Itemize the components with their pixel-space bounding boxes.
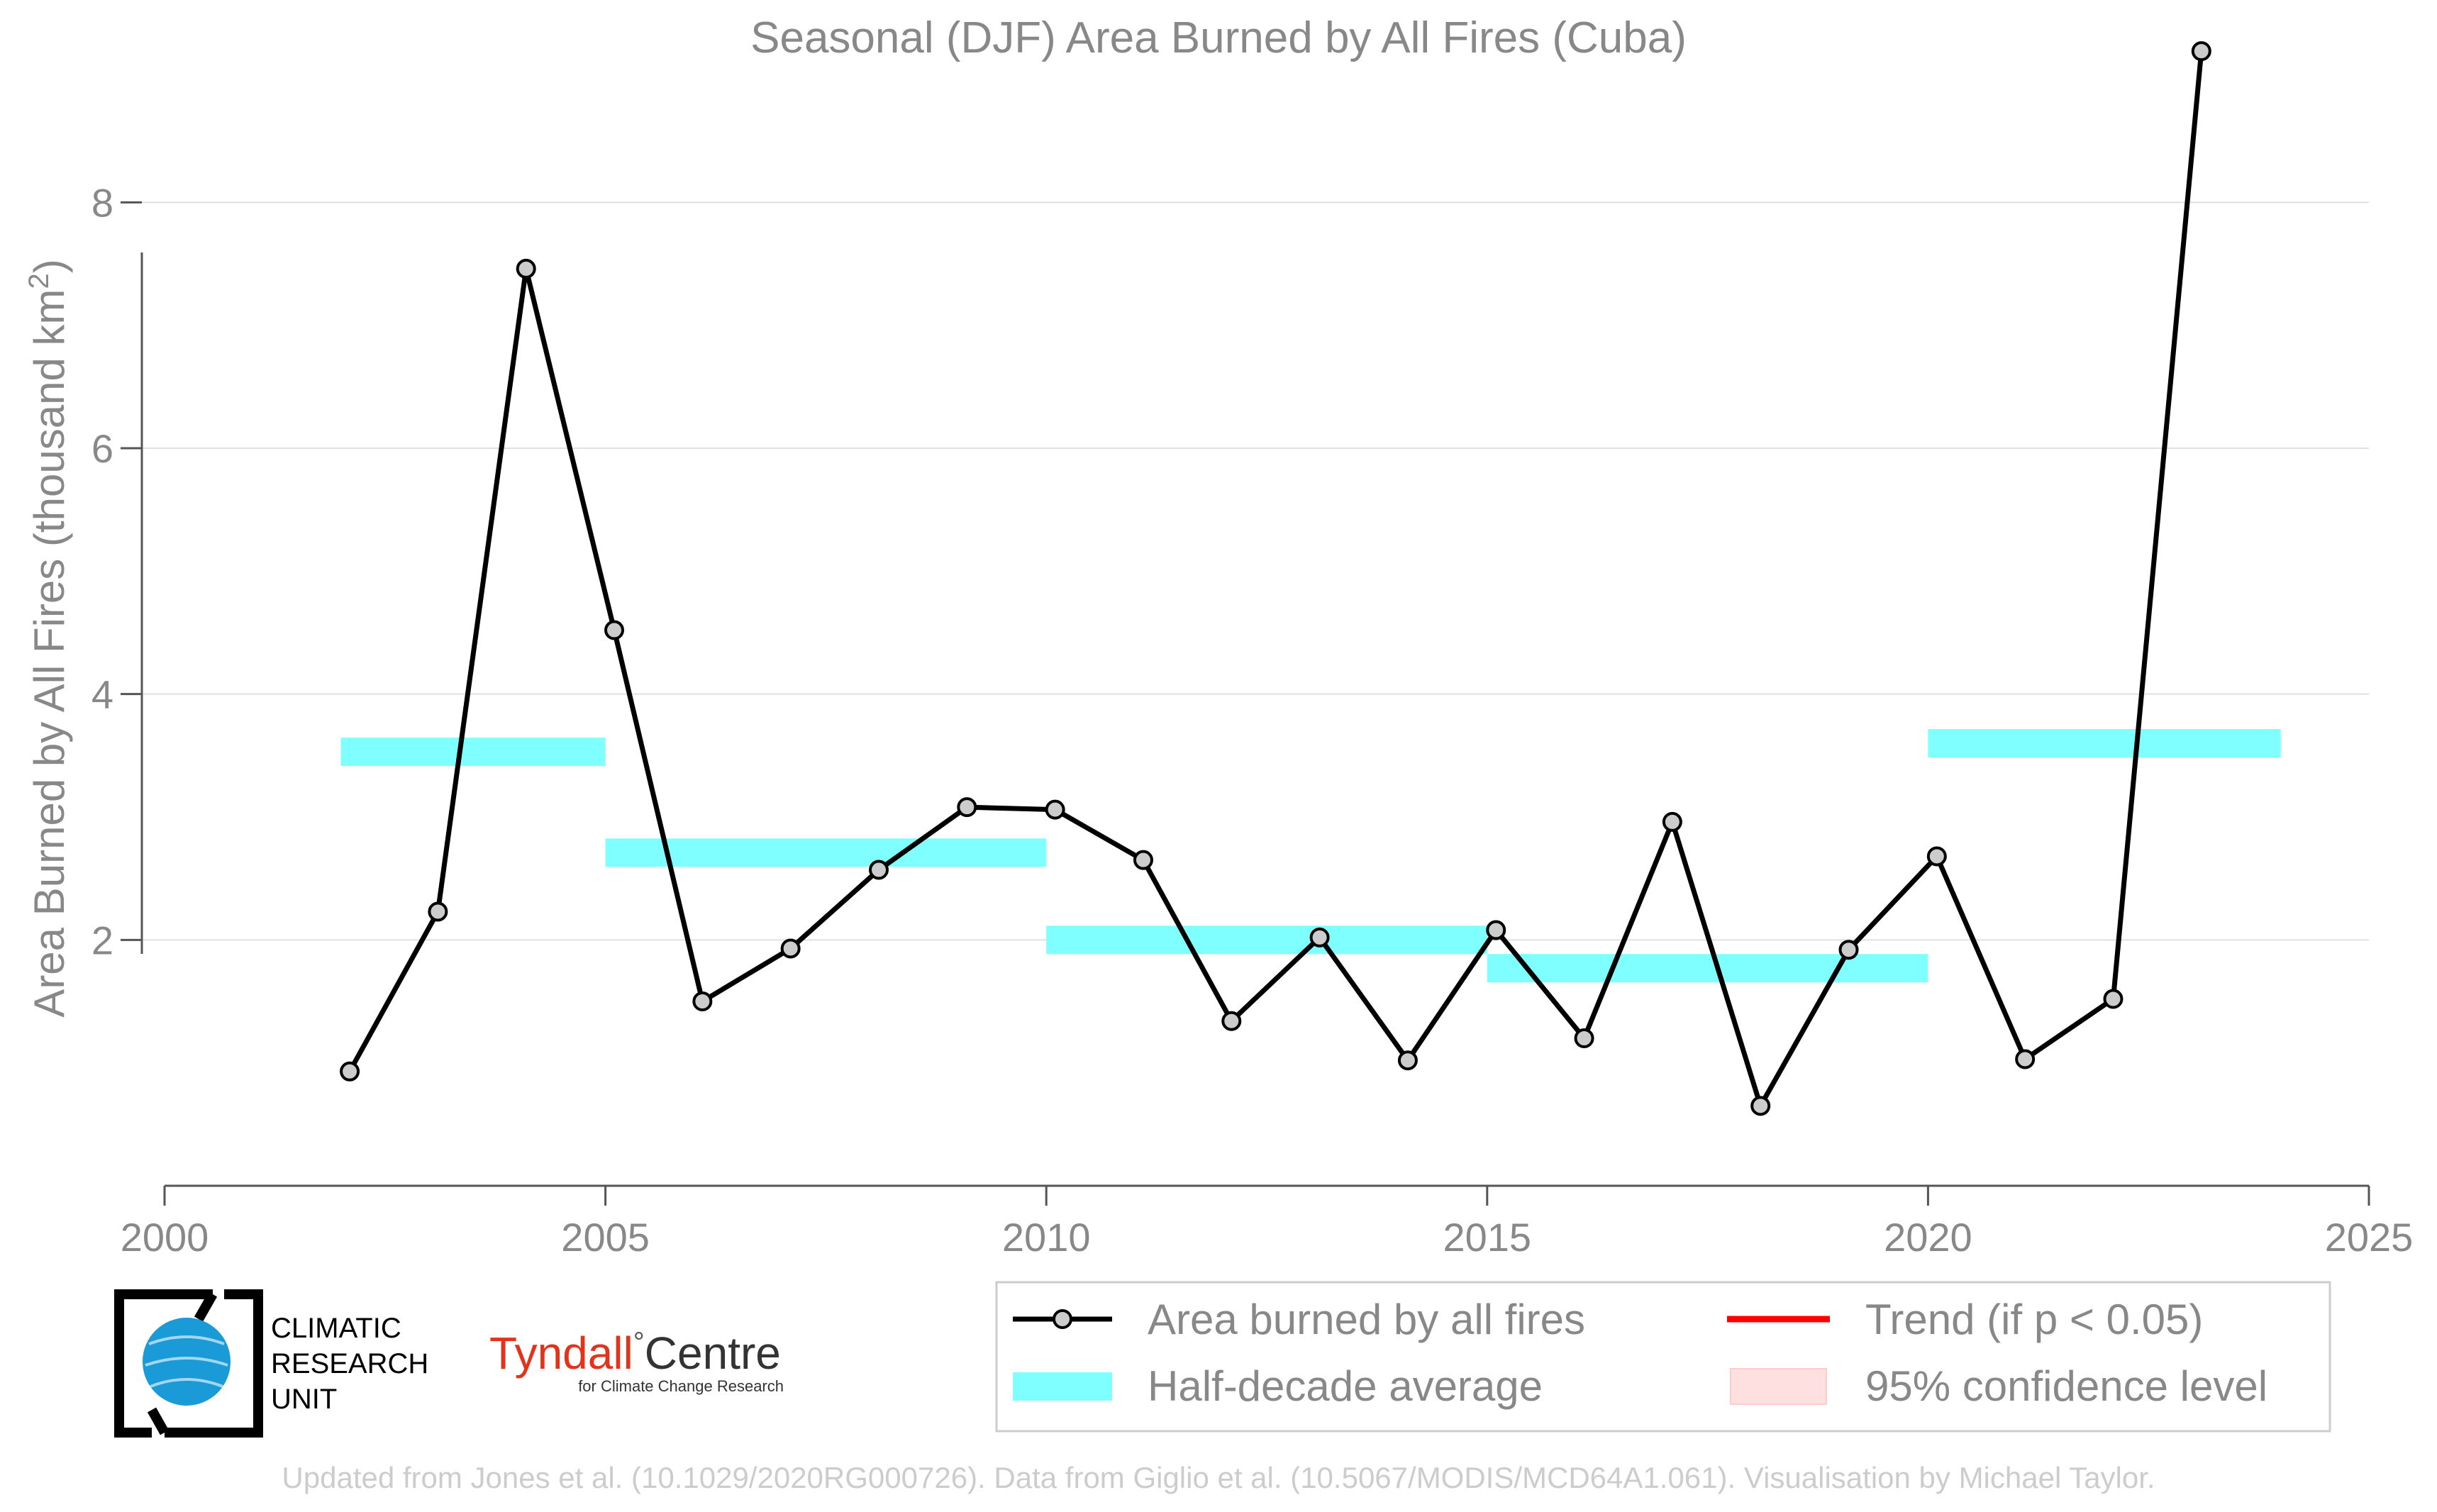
- data-point: [1397, 1050, 1418, 1071]
- y-tick-labels: 2 4 6 8: [91, 180, 113, 962]
- legend-confidence-swatch: [1730, 1368, 1827, 1405]
- legend-label-trend: Trend (if p < 0.05): [1865, 1296, 2203, 1343]
- y-axis-label: Area Burned by All Fires (thousand km2): [23, 259, 73, 1017]
- legend-item-half-decade: Half-decade average: [1013, 1362, 1543, 1410]
- data-point: [1133, 850, 1153, 870]
- tyndall-centre-word: Centre: [645, 1328, 781, 1379]
- data-point: [1574, 1028, 1594, 1048]
- half-decade-bands: [340, 729, 2281, 983]
- x-tick-label: 2020: [1884, 1215, 1972, 1260]
- y-axis-label-close: ): [26, 259, 73, 273]
- tyndall-degree: °: [633, 1327, 645, 1358]
- tyndall-word: Tyndall: [489, 1328, 633, 1379]
- y-tick-label: 8: [91, 180, 113, 225]
- cru-line-1: CLIMATIC: [271, 1313, 401, 1344]
- chart-title: Seasonal (DJF) Area Burned by All Fires …: [750, 13, 1687, 62]
- half-decade-bar: [1928, 729, 2281, 757]
- data-point: [2103, 989, 2124, 1009]
- axes: [121, 201, 2370, 1206]
- tyndall-wordmark: Tyndall°Centre: [489, 1327, 781, 1379]
- y-tick-label: 2: [91, 918, 113, 962]
- data-point: [1486, 920, 1506, 940]
- data-point: [1045, 799, 1065, 820]
- half-decade-bar: [1487, 954, 1928, 983]
- legend-item-area-burned: Area burned by all fires: [1013, 1296, 1585, 1343]
- cru-bracket-notch-top: [194, 1291, 218, 1322]
- data-point: [604, 620, 625, 640]
- globe-lines: [145, 1335, 228, 1388]
- data-point: [780, 938, 801, 959]
- legend-band-swatch: [1013, 1372, 1112, 1401]
- footer-credit: Updated from Jones et al. (10.1029/2020R…: [282, 1461, 2155, 1494]
- legend-marker-swatch: [1053, 1309, 1072, 1329]
- x-tick-label: 2025: [2325, 1215, 2414, 1260]
- x-tick-labels: 2000 2005 2010 2015 2020 2025: [121, 1215, 2414, 1260]
- data-point: [2191, 41, 2211, 62]
- tyndall-logo: Tyndall°Centre for Climate Change Resear…: [489, 1327, 784, 1395]
- legend-label-area-burned: Area burned by all fires: [1148, 1296, 1585, 1343]
- x-tick-label: 2000: [121, 1215, 209, 1260]
- cru-bracket-right: [165, 1289, 263, 1438]
- data-point: [957, 797, 977, 818]
- y-tick-label: 6: [91, 426, 113, 471]
- cru-line-3: UNIT: [271, 1384, 337, 1415]
- data-point: [1221, 1011, 1242, 1031]
- series-line-path: [348, 50, 2204, 1108]
- data-point: [1750, 1096, 1771, 1116]
- y-axis-label-sup: 2: [23, 273, 55, 289]
- data-point: [516, 258, 536, 279]
- legend-label-half-decade: Half-decade average: [1148, 1362, 1543, 1410]
- y-axis-label-main: Area Burned by All Fires (thousand km: [26, 289, 73, 1018]
- data-point: [692, 991, 713, 1011]
- x-tick-label: 2015: [1443, 1215, 1532, 1260]
- legend-item-confidence: 95% confidence level: [1730, 1362, 2267, 1410]
- x-tick-label: 2005: [561, 1215, 650, 1260]
- data-point: [340, 1061, 360, 1082]
- cru-logo: CLIMATIC RESEARCH UNIT: [114, 1289, 428, 1438]
- data-point: [1926, 846, 1947, 867]
- data-point: [1309, 927, 1330, 947]
- y-tick-label: 4: [91, 672, 113, 717]
- cru-bracket-notch-bottom: [147, 1407, 170, 1435]
- series-line: [348, 50, 2204, 1108]
- data-point: [2015, 1049, 2036, 1069]
- tyndall-subtitle: for Climate Change Research: [578, 1377, 784, 1395]
- legend: Area burned by all fires Trend (if p < 0…: [995, 1281, 2331, 1433]
- data-point: [1662, 811, 1682, 832]
- legend-frame: [995, 1281, 2331, 1433]
- grid-lines: [142, 201, 2369, 941]
- x-tick-label: 2010: [1002, 1215, 1091, 1260]
- legend-item-trend: Trend (if p < 0.05): [1727, 1296, 2203, 1343]
- cru-bracket-left: [114, 1289, 213, 1438]
- half-decade-bar: [605, 838, 1047, 867]
- legend-label-confidence: 95% confidence level: [1865, 1362, 2267, 1410]
- half-decade-bar: [340, 738, 606, 767]
- data-point: [868, 860, 889, 880]
- data-point: [1838, 940, 1859, 960]
- half-decade-bar: [1046, 925, 1487, 955]
- data-point: [428, 901, 448, 922]
- series-points: [340, 41, 2211, 1116]
- cru-line-2: RESEARCH: [271, 1348, 428, 1379]
